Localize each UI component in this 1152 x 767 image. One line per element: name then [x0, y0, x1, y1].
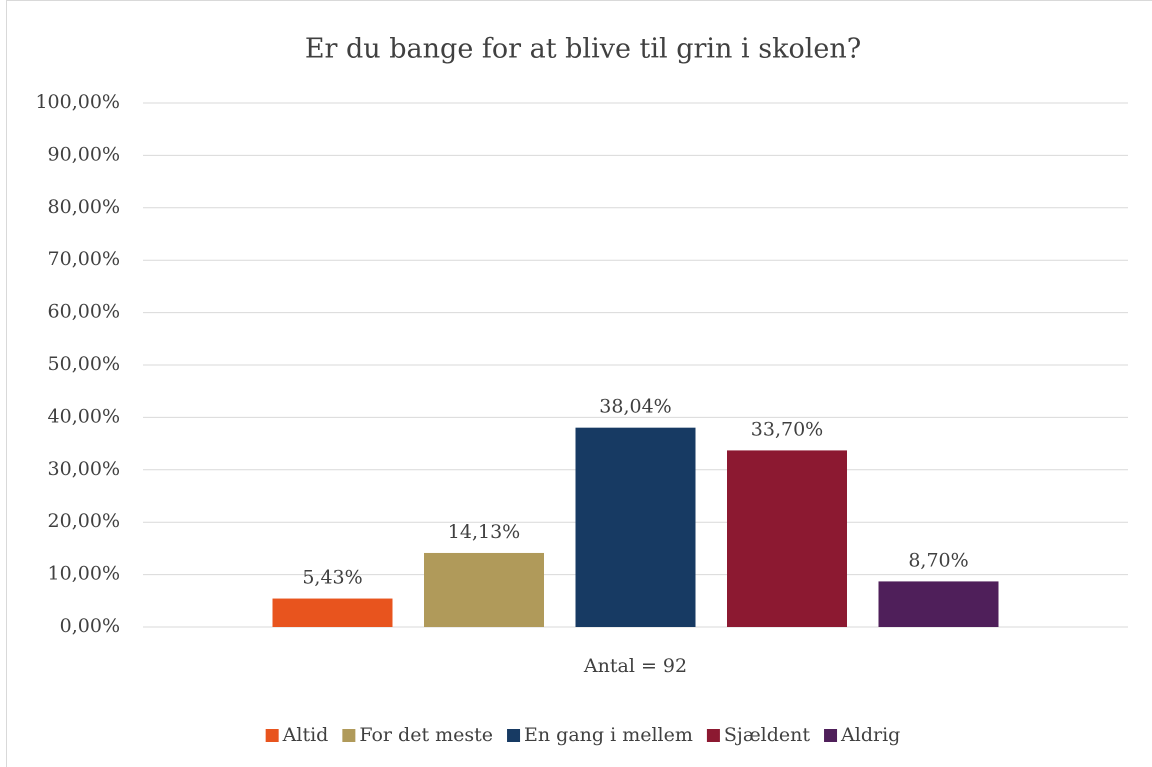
legend-swatch	[706, 729, 720, 742]
y-tick-label: 50,00%	[48, 353, 120, 375]
legend-label: For det meste	[359, 724, 493, 746]
legend-swatch	[507, 729, 521, 742]
legend-swatch	[824, 729, 838, 742]
bar	[878, 581, 999, 627]
bar	[424, 552, 544, 627]
bar	[727, 450, 847, 627]
bar	[575, 427, 696, 627]
y-tick-label: 70,00%	[48, 248, 120, 270]
legend-swatch	[265, 729, 279, 742]
legend-label: En gang i mellem	[524, 724, 693, 746]
y-tick-label: 10,00%	[48, 563, 120, 585]
y-tick-label: 60,00%	[48, 301, 120, 323]
y-tick-label: 100,00%	[35, 91, 120, 113]
y-tick-label: 90,00%	[48, 143, 120, 165]
data-label: 14,13%	[448, 521, 520, 543]
data-label: 38,04%	[599, 396, 671, 418]
y-tick-label: 0,00%	[60, 615, 120, 637]
legend-label: Aldrig	[840, 724, 900, 746]
y-tick-label: 80,00%	[48, 196, 120, 218]
legend-swatch	[342, 729, 356, 742]
y-tick-label: 30,00%	[48, 458, 120, 480]
data-label: 33,70%	[751, 418, 823, 440]
bar	[272, 598, 393, 627]
data-label: 8,70%	[908, 549, 968, 571]
chart-frame	[6, 0, 1152, 767]
chart-title: Er du bange for at blive til grin i skol…	[305, 34, 861, 65]
legend-label: Sjældent	[724, 724, 810, 746]
y-tick-label: 40,00%	[48, 405, 120, 427]
y-tick-label: 20,00%	[48, 510, 120, 532]
legend-label: Altid	[282, 724, 329, 746]
data-label: 5,43%	[302, 567, 362, 589]
x-tick-label: Antal = 92	[583, 655, 687, 677]
